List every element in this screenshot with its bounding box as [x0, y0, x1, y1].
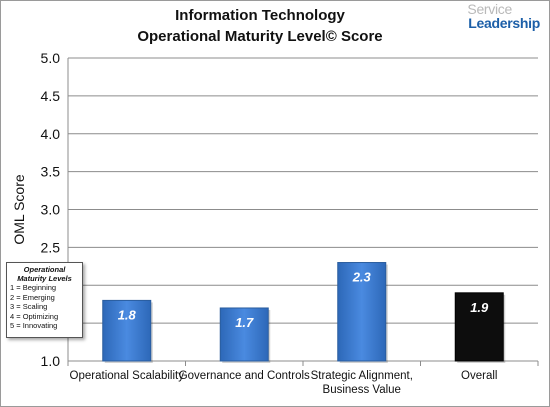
y-tick-label: 4.5: [41, 88, 61, 104]
y-tick-label: 4.0: [41, 126, 61, 142]
bar-value-label: 1.8: [118, 307, 137, 322]
bar: [337, 262, 387, 362]
legend-title-line2: Maturity Levels: [17, 274, 72, 283]
logo-text-service: Service: [467, 1, 512, 17]
legend-item: 5 = Innovating: [10, 321, 58, 330]
x-category-label: Strategic Alignment,: [311, 370, 413, 382]
service-leadership-logo: Service Leadership: [467, 2, 540, 30]
y-tick-label: 3.0: [41, 202, 61, 218]
bar: [102, 299, 152, 362]
legend-item: 4 = Optimizing: [10, 311, 59, 321]
legend-item: 1 = Beginning: [10, 283, 57, 292]
maturity-levels-legend: Operational Maturity Levels 1 = Beginnin…: [6, 262, 83, 338]
bar-value-label: 2.3: [352, 270, 372, 285]
bar-value-label: 1.9: [470, 300, 489, 315]
y-tick-label: 5.0: [41, 50, 61, 66]
chart-title-line2: Operational Maturity Level© Score: [137, 28, 383, 45]
legend-item: 2 = Emerging: [10, 292, 55, 302]
logo-text-leadership: Leadership: [468, 15, 540, 31]
bar: [454, 292, 504, 362]
bar-value-label: 1.7: [235, 315, 254, 330]
y-tick-label: 2.5: [41, 239, 61, 255]
y-axis-label: OML Score: [11, 174, 27, 244]
x-category-label: Governance and Controls: [179, 370, 310, 382]
x-category-label: Operational Scalability: [70, 370, 185, 382]
y-tick-label: 3.5: [41, 164, 61, 180]
legend-item: 3 = Scaling: [10, 302, 48, 311]
x-category-label: Overall: [461, 370, 497, 382]
x-category-label: Business Value: [323, 384, 401, 396]
bar: [219, 307, 269, 362]
chart-title-line1: Information Technology: [175, 7, 345, 24]
legend-title-line1: Operational: [23, 265, 66, 274]
y-tick-label: 1.0: [41, 353, 61, 369]
